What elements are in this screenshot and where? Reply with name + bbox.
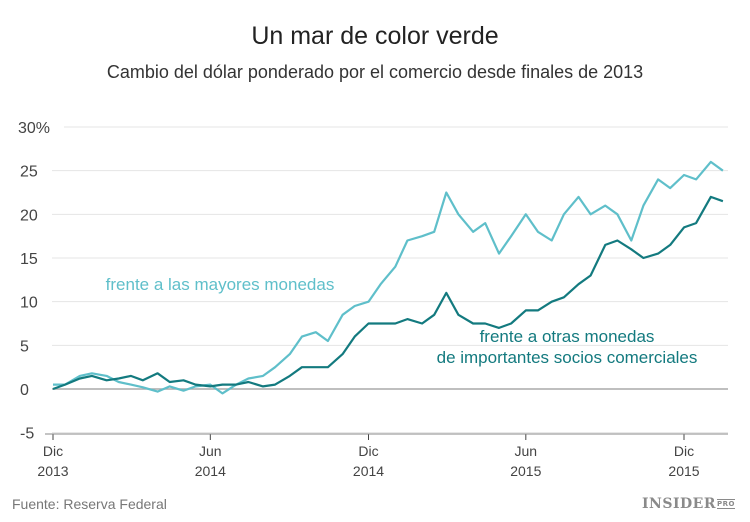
x-tick-label-year: 2015 <box>668 463 699 479</box>
y-tick-label: 30% <box>18 120 50 137</box>
y-tick-label: 15 <box>20 251 38 268</box>
x-tick-label-month: Dic <box>674 443 694 459</box>
y-tick-label: 5 <box>20 338 29 355</box>
x-tick-label-month: Jun <box>515 443 538 459</box>
y-tick-label: -5 <box>20 426 34 443</box>
x-tick-label-month: Jun <box>199 443 222 459</box>
y-tick-label: 20 <box>20 207 38 224</box>
chart-title: Un mar de color verde <box>251 22 499 50</box>
chart-subtitle: Cambio del dólar ponderado por el comerc… <box>106 62 644 82</box>
x-tick-label-year: 2014 <box>353 463 384 479</box>
series-label-major: frente a las mayores monedas <box>106 275 335 294</box>
insider-pro-logo: INSIDERPRO <box>642 496 735 512</box>
y-tick-label: 10 <box>20 295 38 312</box>
source-note: Fuente: Reserva Federal <box>12 496 167 512</box>
y-tick-label: 0 <box>20 382 29 399</box>
x-tick-label-month: Dic <box>43 443 63 459</box>
x-tick-label-year: 2015 <box>510 463 541 479</box>
y-tick-label: 25 <box>20 164 38 181</box>
series-line-trade-partners <box>52 195 724 391</box>
x-tick-label-year: 2013 <box>37 463 68 479</box>
series-label-partners-line2: de importantes socios comerciales <box>437 348 698 367</box>
x-tick-label-month: Dic <box>358 443 378 459</box>
x-tick-label-year: 2014 <box>195 463 226 479</box>
series-line-major-currencies <box>53 160 724 395</box>
series-label-partners-line1: frente a otras monedas <box>480 327 655 346</box>
